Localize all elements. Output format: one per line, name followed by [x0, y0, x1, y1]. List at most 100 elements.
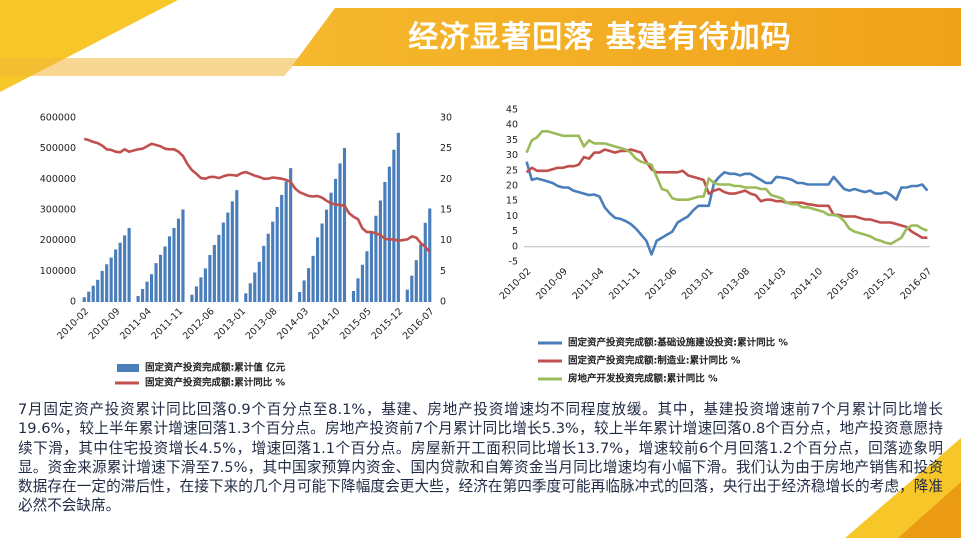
- bar: [307, 268, 311, 302]
- bar: [127, 227, 131, 302]
- line-series: [525, 161, 929, 256]
- y2-tick-label: 15: [440, 205, 452, 216]
- y2-tick-label: 30: [440, 113, 452, 124]
- y-tick-label: -5: [509, 257, 518, 268]
- legend-label: 固定资产投资完成额:基础设施建设投资:累计同比 %: [568, 337, 788, 349]
- x-tick-label: 2010-02: [498, 266, 534, 302]
- x-tick-label: 2010-09: [534, 266, 570, 302]
- x-tick-label: 2014-10: [789, 266, 825, 302]
- bar: [324, 209, 329, 302]
- y-tick-label: 5: [512, 226, 518, 237]
- y-tick-label: 40: [506, 120, 518, 131]
- bar: [383, 181, 387, 302]
- bar: [199, 277, 203, 302]
- bar: [392, 149, 396, 302]
- bar: [154, 263, 158, 302]
- bar: [302, 280, 306, 302]
- bar: [87, 291, 91, 302]
- y-tick-label: 300000: [40, 205, 76, 216]
- bar: [275, 206, 279, 302]
- body-text: 7月固定资产投资累计同比回落0.9个百分点至8.1%，基建、房地产投资增速均不同…: [18, 401, 943, 515]
- y2-tick-label: 10: [440, 235, 452, 246]
- y-tick-label: 0: [512, 241, 518, 252]
- x-tick-label: 2011-11: [150, 306, 186, 342]
- bar: [203, 268, 207, 302]
- y-tick-label: 100000: [40, 266, 76, 277]
- legend-label: 房地产开发投资完成额:累计同比 %: [568, 373, 718, 385]
- x-tick-label: 2011-04: [571, 266, 607, 302]
- x-tick-label: 2013-08: [244, 306, 280, 342]
- bar: [118, 242, 122, 302]
- x-tick-label: 2014-10: [307, 306, 343, 342]
- y-tick-label: 600000: [40, 113, 76, 124]
- x-tick-label: 2014-03: [753, 266, 789, 302]
- y2-tick-label: 5: [440, 266, 446, 277]
- y2-tick-label: 0: [440, 297, 446, 308]
- y-tick-label: 500000: [40, 143, 76, 154]
- bar: [316, 237, 320, 302]
- bar: [280, 194, 284, 302]
- bar: [289, 168, 293, 302]
- bar: [378, 200, 382, 302]
- bar: [230, 201, 234, 302]
- slide-title: 经济显著回落 基建有待加码: [408, 20, 792, 55]
- bar: [82, 297, 86, 302]
- bar: [311, 255, 315, 302]
- bar: [235, 190, 239, 302]
- bar: [428, 208, 432, 302]
- legend-label: 固定资产投资完成额:制造业:累计同比 %: [568, 355, 741, 367]
- line-series: [525, 148, 928, 239]
- bar: [158, 254, 163, 302]
- bar: [423, 222, 427, 302]
- y-tick-label: 10: [506, 211, 518, 222]
- bar: [226, 212, 230, 302]
- bar: [149, 274, 154, 302]
- bar: [365, 251, 369, 302]
- x-tick-label: 2015-05: [826, 266, 862, 302]
- bar: [262, 245, 266, 302]
- bar: [257, 261, 261, 302]
- y-tick-label: 35: [506, 135, 518, 146]
- bar: [374, 215, 378, 302]
- x-tick-label: 2011-11: [607, 266, 643, 302]
- bar: [284, 181, 288, 302]
- bar: [221, 222, 225, 302]
- bar: [356, 278, 360, 302]
- bar: [190, 294, 194, 302]
- title-band: [292, 8, 961, 66]
- bar: [342, 148, 347, 302]
- bar: [212, 244, 216, 302]
- legend-label: 固定资产投资完成额:累计同比 %: [145, 377, 286, 389]
- bar: [360, 264, 365, 302]
- bar: [320, 223, 324, 302]
- bar: [181, 209, 185, 302]
- x-tick-label: 2015-12: [862, 266, 898, 302]
- x-tick-label: 2012-06: [181, 306, 217, 342]
- bar: [414, 260, 418, 302]
- x-tick-label: 2011-04: [118, 306, 154, 342]
- bar: [136, 295, 140, 302]
- y-tick-label: 30: [506, 150, 518, 161]
- bar: [194, 286, 198, 302]
- y2-tick-label: 25: [440, 143, 452, 154]
- bar: [271, 221, 275, 302]
- y-tick-label: 25: [506, 165, 518, 176]
- bar: [176, 218, 181, 302]
- bar: [338, 163, 342, 302]
- bar: [253, 272, 257, 302]
- bar: [163, 246, 167, 302]
- x-tick-label: 2013-01: [680, 266, 716, 302]
- bar: [172, 227, 176, 302]
- bar: [109, 257, 113, 302]
- bar: [396, 132, 400, 302]
- x-tick-label: 2012-06: [643, 266, 679, 302]
- bar: [369, 230, 373, 302]
- y2-tick-label: 20: [440, 174, 452, 185]
- bar: [351, 290, 356, 302]
- y-tick-label: 45: [506, 105, 518, 116]
- bar: [329, 192, 333, 302]
- y-tick-label: 20: [506, 181, 518, 192]
- bar: [167, 236, 172, 302]
